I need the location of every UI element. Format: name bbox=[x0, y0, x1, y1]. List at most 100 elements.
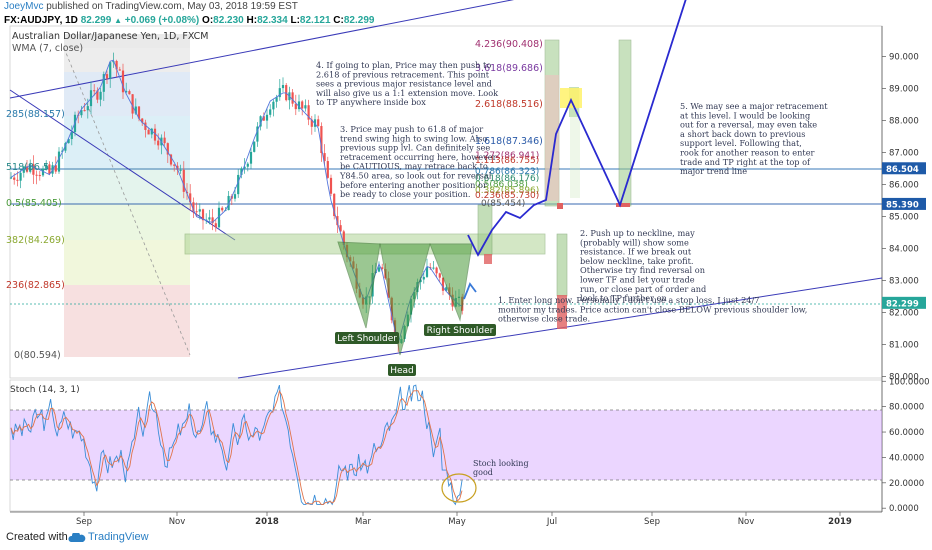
candle-body bbox=[141, 118, 144, 123]
candle-body bbox=[304, 105, 307, 109]
fib-extension-label: 1.113(86.755) bbox=[475, 156, 539, 166]
stoch-tick-label: 20.0000 bbox=[889, 479, 924, 489]
candle-body bbox=[297, 101, 301, 110]
candle-body bbox=[179, 169, 182, 171]
candle-body bbox=[25, 166, 29, 172]
candle-body bbox=[339, 225, 342, 232]
annotation-text: 1. Enter long now. Personally I don't us… bbox=[498, 295, 807, 324]
candle-body bbox=[243, 166, 246, 169]
candle-body bbox=[246, 163, 249, 167]
candle-body bbox=[272, 101, 275, 110]
candle-body bbox=[153, 128, 157, 141]
candle-body bbox=[310, 119, 313, 127]
candle-body bbox=[237, 174, 240, 195]
candle-body bbox=[201, 209, 205, 221]
candle-body bbox=[137, 106, 141, 119]
candle-body bbox=[157, 140, 160, 146]
candle-body bbox=[198, 209, 201, 212]
symbol-label: FX:AUDJPY, 1D bbox=[4, 15, 78, 26]
candle-body bbox=[294, 103, 297, 110]
candle-body bbox=[317, 119, 320, 127]
price-tick-label: 90.000 bbox=[889, 52, 919, 62]
candle-body bbox=[163, 137, 166, 144]
candle-body bbox=[211, 217, 214, 224]
pattern-label: Left Shoulder bbox=[337, 334, 397, 344]
candle-body bbox=[57, 151, 61, 172]
fib-retracement-label: 0.5(85.405) bbox=[6, 198, 62, 209]
head-and-shoulders-pattern bbox=[337, 241, 473, 356]
stoch-tick-label: 80.0000 bbox=[889, 403, 924, 413]
candle-body bbox=[115, 60, 118, 70]
stoch-tick-label: 60.0000 bbox=[889, 428, 924, 438]
price-tick-label: 80.000 bbox=[889, 372, 919, 382]
candle-body bbox=[278, 88, 281, 98]
price-tick-label: 89.000 bbox=[889, 84, 919, 94]
stoch-d-line bbox=[10, 390, 463, 505]
pattern-label-bg bbox=[424, 324, 496, 336]
price-tag-bg bbox=[882, 296, 926, 309]
candle-body bbox=[441, 277, 445, 291]
candle-body bbox=[32, 164, 35, 175]
price-tick-label: 81.000 bbox=[889, 340, 919, 350]
candle-body bbox=[105, 74, 109, 79]
candle-body bbox=[291, 92, 294, 104]
candle-body bbox=[323, 153, 326, 162]
pattern-label: Head bbox=[390, 366, 414, 376]
fib-extension-labels: 4.236(90.408) 3.618(89.686) 2.618(88.516) 1… bbox=[475, 39, 543, 209]
wma-line bbox=[10, 59, 463, 344]
price-tag-label: 85.390 bbox=[886, 200, 919, 210]
candle-body bbox=[13, 177, 16, 180]
stoch-tick-label: 0.0000 bbox=[889, 504, 919, 514]
price-tick-label: 88.000 bbox=[889, 116, 919, 126]
candle-body bbox=[102, 74, 105, 92]
author-link[interactable]: JoeyMvc bbox=[4, 1, 44, 12]
candle-body bbox=[48, 164, 51, 174]
candle-body bbox=[205, 219, 208, 221]
candle-body bbox=[121, 70, 125, 93]
last-price: 82.299 bbox=[80, 15, 112, 26]
candle-body bbox=[275, 97, 278, 102]
high-label: H: bbox=[246, 15, 258, 26]
stoch-band bbox=[10, 410, 882, 480]
wma-label: WMA (7, close) bbox=[12, 43, 83, 54]
price-axis: 80.000 81.000 82.000 83.000 84.000 85.000 86.0… bbox=[882, 52, 919, 382]
price-tick-label: 87.000 bbox=[889, 148, 919, 158]
fib-extension-label: 0.786(86.323) bbox=[475, 167, 539, 177]
published-text: published on TradingView.com, May 03, 20… bbox=[43, 1, 298, 12]
candle-body bbox=[301, 101, 304, 109]
footer: Created with TradingView bbox=[0, 526, 932, 550]
fib-retracement-label: 236(82.865) bbox=[6, 280, 65, 291]
candle-body bbox=[134, 106, 137, 114]
publish-line: JoeyMvc published on TradingView.com, Ma… bbox=[4, 1, 298, 12]
candle-body bbox=[125, 91, 128, 93]
stoch-annotation: Stoch looking good bbox=[473, 459, 529, 477]
created-with-label: Created with bbox=[6, 531, 68, 543]
candle-body bbox=[265, 114, 269, 121]
pattern-label: Right Shoulder bbox=[427, 326, 494, 336]
time-tick-label: 2018 bbox=[255, 517, 279, 527]
tradingview-brand-link[interactable]: TradingView bbox=[88, 531, 149, 543]
candle-body bbox=[214, 223, 217, 228]
candle-body bbox=[86, 106, 89, 111]
annotation-text: 4. If going to plan, Price may then push… bbox=[316, 60, 499, 107]
stoch-highlight-circle bbox=[441, 473, 477, 503]
time-tick-label: 2019 bbox=[828, 517, 852, 527]
fib-extension-label: 0(85.454) bbox=[481, 199, 525, 209]
candle-body bbox=[9, 177, 13, 179]
fib-extension-boxes bbox=[477, 39, 632, 329]
candle-body bbox=[29, 164, 32, 172]
candle-body bbox=[150, 128, 153, 135]
fib-extension-label: 1.618(87.346) bbox=[475, 136, 543, 147]
low-label: L: bbox=[290, 15, 300, 26]
fib-extension-label: 3.618(89.686) bbox=[475, 63, 543, 74]
price-tags: 86.504 85.390 82.299 bbox=[882, 162, 926, 309]
annotations: 4. If going to plan, Price may then push… bbox=[316, 60, 828, 324]
open-value: 82.230 bbox=[213, 15, 244, 26]
candle-body bbox=[438, 273, 441, 278]
time-tick-label: Jul bbox=[546, 517, 557, 527]
chart-title: Australian Dollar/Japanese Yen, 1D, FXCM bbox=[12, 31, 209, 42]
candle-body bbox=[93, 90, 96, 92]
fib-retracement-label: 382(84.269) bbox=[6, 235, 65, 246]
candle-body bbox=[342, 231, 345, 245]
